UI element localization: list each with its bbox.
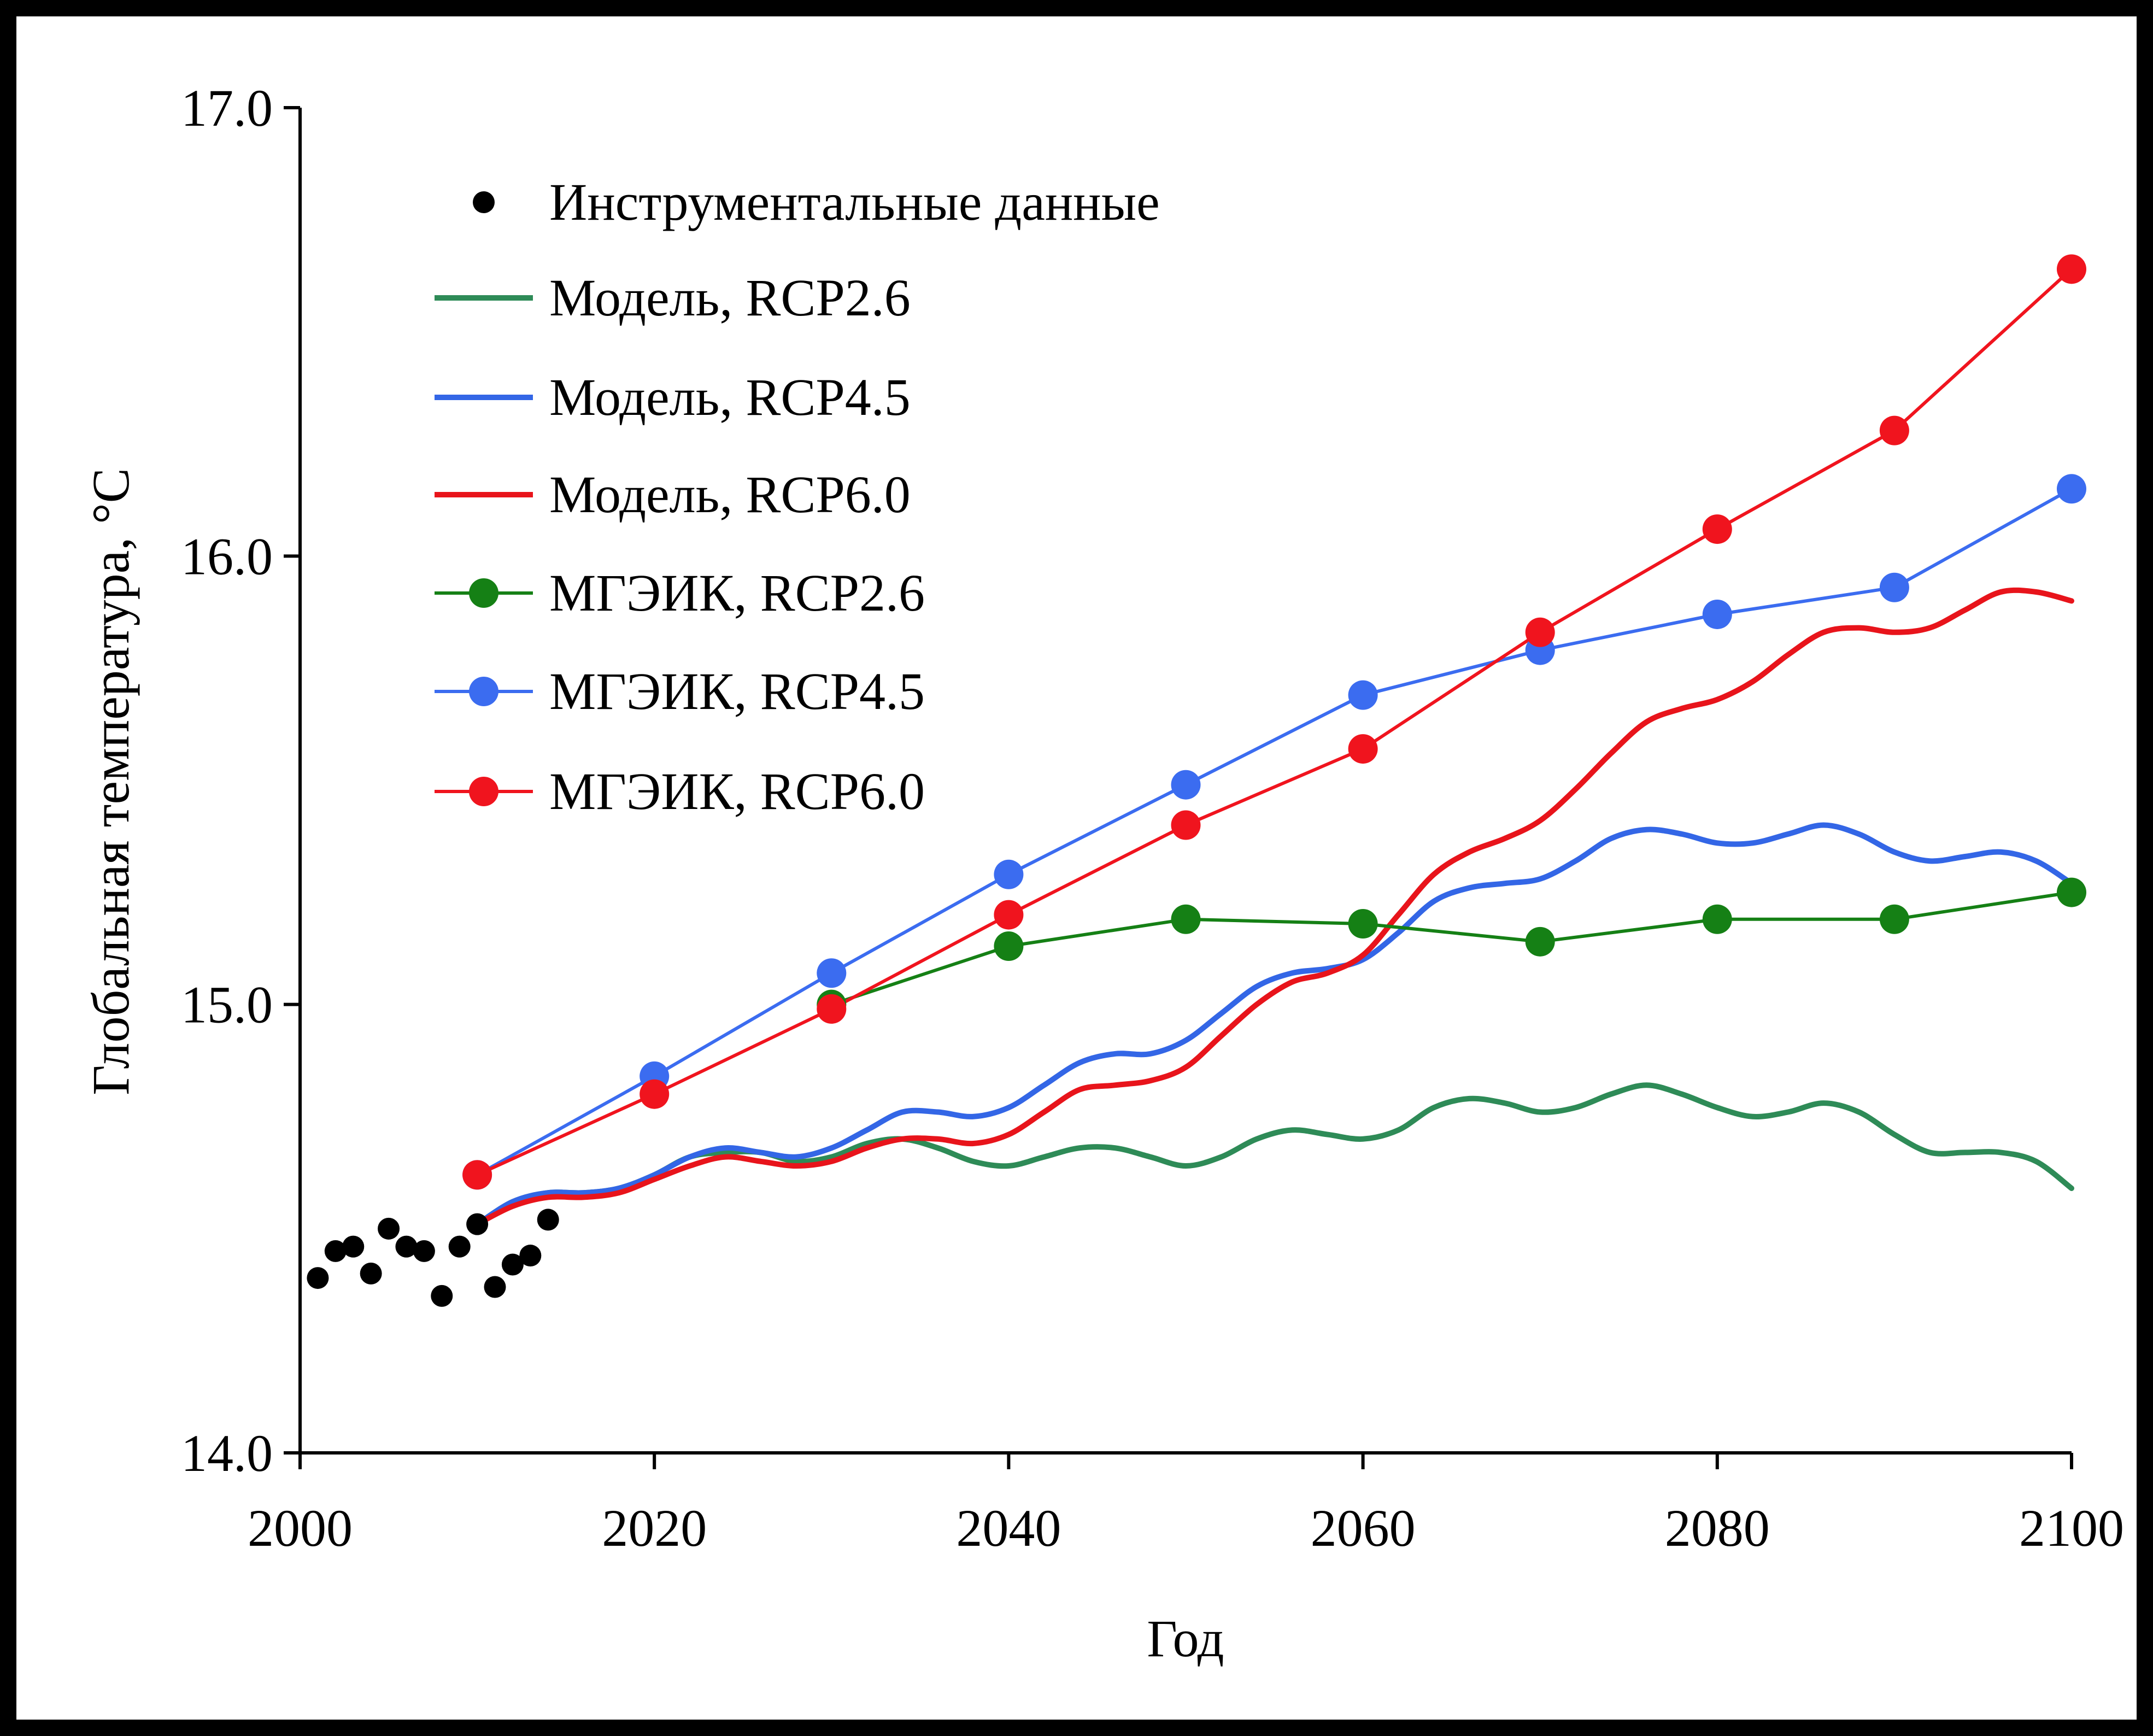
series-5-marker [1171, 770, 1201, 800]
series-5-marker [1348, 680, 1378, 710]
x-tick-label: 2080 [1665, 1499, 1770, 1557]
series-0-point [466, 1213, 489, 1235]
series-0-point [307, 1267, 329, 1289]
series-4-marker [1525, 926, 1555, 957]
series-6-marker [1171, 810, 1201, 840]
legend-item: Инструментальные данные [473, 173, 1160, 231]
series-0-point [360, 1262, 382, 1285]
series-0-point [519, 1245, 542, 1267]
series-5-marker [1879, 572, 1909, 602]
legend-item: Модель, RCP6.0 [435, 465, 911, 524]
series-6-marker [640, 1079, 670, 1109]
legend: Инструментальные данные Модель, RCP2.6 Мод… [435, 173, 1160, 820]
series-6-marker [1348, 734, 1378, 764]
series-0-point [395, 1235, 418, 1258]
series-6-marker [2057, 254, 2086, 284]
series-0-point [431, 1285, 453, 1307]
legend-label: МГЭИК, RCP4.5 [549, 662, 925, 720]
x-tick-label: 2060 [1311, 1499, 1416, 1557]
series-5-marker [1702, 599, 1732, 629]
x-tick-label: 2040 [956, 1499, 1061, 1557]
legend-label: Инструментальные данные [549, 173, 1160, 231]
series-4-marker [2057, 877, 2086, 907]
series-5-marker [994, 859, 1024, 889]
legend-item: МГЭИК, RCP6.0 [435, 762, 925, 820]
series-5-line [476, 487, 2073, 1177]
legend-label: МГЭИК, RCP6.0 [549, 762, 925, 820]
series-4-line [831, 890, 2072, 1006]
series-4-marker [1879, 904, 1909, 934]
chart-svg: 14.0 15.0 16.0 17.0 2000 2020 2040 2060 2080 2100… [81, 79, 2124, 1668]
legend-label: Модель, RCP6.0 [549, 465, 911, 524]
series-0-point [324, 1240, 347, 1262]
series-6-marker [1525, 617, 1555, 647]
series-0-point [501, 1253, 524, 1276]
series-6-marker [994, 900, 1024, 930]
series-6-marker [817, 994, 847, 1024]
series-markers [307, 254, 2086, 1307]
legend-marker [469, 677, 498, 706]
series-0-point [484, 1276, 506, 1298]
series-6-marker [462, 1160, 492, 1190]
axes: 14.0 15.0 16.0 17.0 2000 2020 2040 2060 2080 2100 [181, 79, 2124, 1557]
legend-item: Модель, RCP4.5 [435, 368, 911, 426]
series-3-line [474, 587, 2074, 1227]
legend-item: МГЭИК, RCP4.5 [435, 662, 925, 720]
series-0-point [448, 1235, 471, 1258]
legend-marker [469, 777, 498, 806]
series-5-marker [817, 958, 847, 988]
series-5-marker [2057, 474, 2086, 504]
chart-canvas: 14.0 15.0 16.0 17.0 2000 2020 2040 2060 2080 2100… [16, 16, 2137, 1720]
series-0-point [413, 1240, 435, 1262]
series-lines [474, 268, 2074, 1227]
series-4-marker [994, 931, 1024, 961]
series-6-marker [1879, 415, 1909, 445]
y-tick-label: 14.0 [181, 1424, 273, 1482]
series-4-marker [1702, 904, 1732, 934]
legend-item: Модель, RCP2.6 [435, 268, 911, 327]
series-0-point [378, 1217, 400, 1240]
legend-label: МГЭИК, RCP2.6 [549, 564, 925, 622]
series-0-point [537, 1209, 559, 1231]
x-axis-label: Год [1147, 1609, 1224, 1668]
series-6-marker [1702, 514, 1732, 544]
legend-label: Модель, RCP2.6 [549, 268, 911, 327]
y-tick-label: 15.0 [181, 976, 273, 1034]
legend-marker [469, 578, 498, 608]
legend-item: МГЭИК, RCP2.6 [435, 564, 925, 622]
series-1-line [474, 1082, 2074, 1227]
y-axis-label: Глобальная температура, °С [81, 468, 140, 1095]
series-4-marker [1348, 909, 1378, 939]
x-tick-label: 2100 [2019, 1499, 2124, 1557]
y-tick-label: 17.0 [181, 79, 273, 137]
legend-marker [473, 191, 495, 213]
x-tick-label: 2020 [602, 1499, 707, 1557]
series-2-line [474, 822, 2074, 1227]
x-tick-label: 2000 [248, 1499, 353, 1557]
y-tick-label: 16.0 [181, 527, 273, 585]
series-6-line [476, 268, 2073, 1177]
series-0-point [342, 1235, 365, 1258]
series-4-marker [1171, 904, 1201, 934]
legend-label: Модель, RCP4.5 [549, 368, 911, 426]
